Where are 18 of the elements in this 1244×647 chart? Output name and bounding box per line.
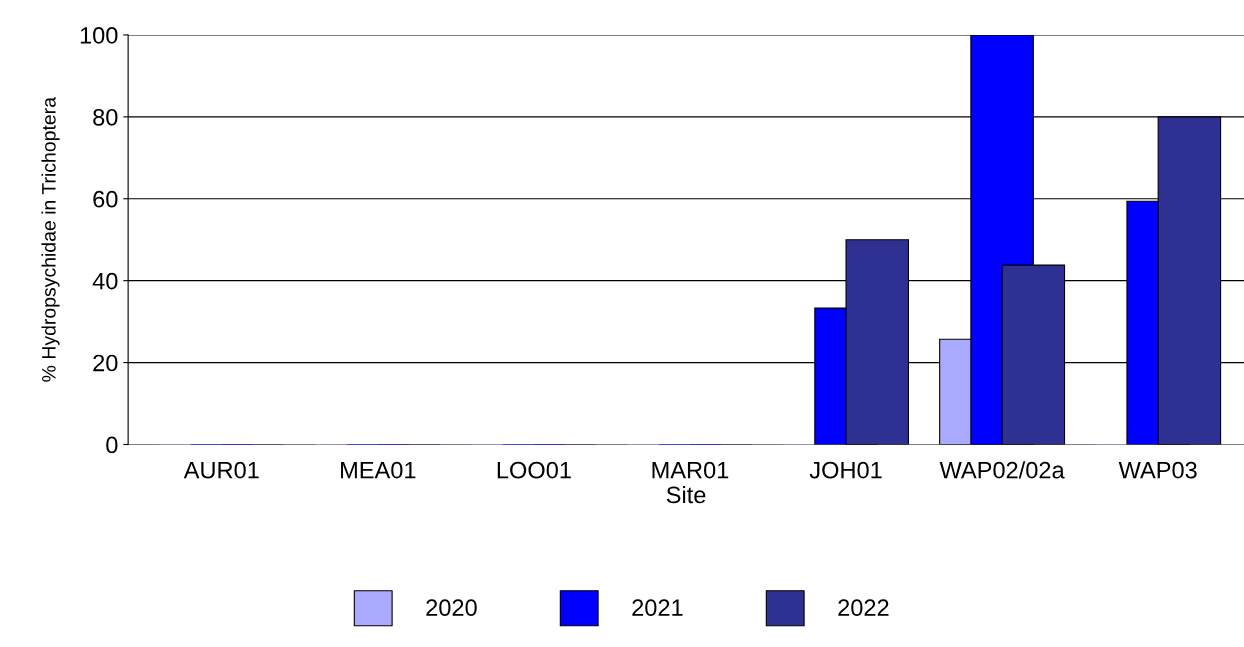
x-tick-label: AUR01 [183,461,259,479]
x-tick-label: LOO01 [497,461,571,479]
x-tick-label: JOH01 [809,461,882,479]
legend-label: 2022 [838,599,889,617]
x-tick-label: WAP03 [1118,461,1197,479]
legend-label: 2021 [632,599,683,617]
y-tick-label: 0 [106,436,118,454]
y-tick-label: 20 [93,354,118,372]
x-axis-title: Site [666,485,706,504]
x-tick-label: WAP02/02a [939,461,1065,479]
y-tick-label: 60 [93,190,118,208]
y-tick-label: 100 [80,27,118,44]
x-tick-label: MEA01 [341,461,416,479]
legend-label: 2020 [426,599,477,617]
y-tick-label: 80 [93,108,118,126]
y-tick-label: 40 [92,272,118,290]
x-tick-label: MAR01 [652,461,729,479]
y-axis-title: % Hydropsychidae in Trichoptera [41,97,60,382]
